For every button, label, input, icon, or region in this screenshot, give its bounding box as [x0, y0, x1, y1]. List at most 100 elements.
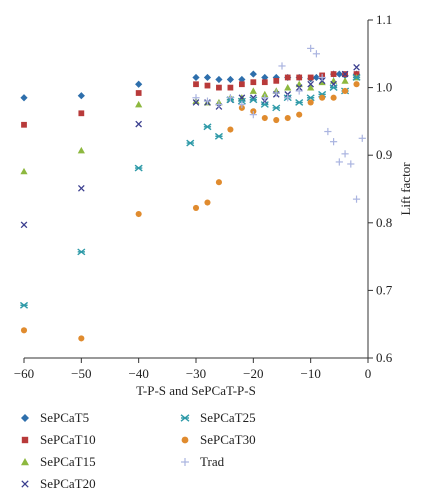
- data-point: [330, 94, 337, 101]
- data-point: [204, 199, 211, 206]
- data-point: [192, 94, 200, 102]
- data-point: [192, 73, 200, 82]
- data-point-stroke: [20, 221, 28, 229]
- data-point: [284, 74, 291, 81]
- data-point: [20, 167, 28, 175]
- data-point: [249, 111, 257, 119]
- x-tick-label: −60: [14, 366, 34, 381]
- series-sepcat15: [20, 73, 361, 175]
- data-point: [352, 74, 361, 81]
- data-point: [135, 80, 143, 88]
- x-tick-label: −10: [300, 366, 320, 381]
- data-point: [295, 99, 304, 106]
- data-point: [227, 84, 234, 91]
- data-point-stroke: [307, 80, 315, 88]
- data-point: [312, 73, 320, 82]
- data-point: [295, 80, 303, 88]
- data-point: [203, 97, 212, 105]
- data-point: [226, 75, 234, 84]
- data-point: [284, 114, 291, 122]
- data-point: [261, 94, 269, 102]
- data-point: [272, 89, 280, 97]
- data-point-stroke: [353, 63, 360, 71]
- x-tick-label: −50: [71, 366, 91, 381]
- data-point: [335, 70, 343, 78]
- data-point: [78, 335, 85, 342]
- data-point: [273, 77, 280, 84]
- x-axis: −60 −50 −40 −30 −20 −10 0: [14, 357, 372, 381]
- data-point: [261, 73, 269, 82]
- data-point: [284, 84, 292, 91]
- data-point: [216, 84, 222, 91]
- data-point: [238, 100, 246, 109]
- data-point: [193, 81, 199, 88]
- data-point: [135, 100, 143, 108]
- data-point: [296, 74, 303, 81]
- x-tick-label: −40: [128, 366, 148, 381]
- data-point: [347, 160, 355, 168]
- data-point: [307, 99, 314, 106]
- data-point: [341, 70, 349, 78]
- data-point: [261, 90, 269, 98]
- y-tick-label: 0.7: [376, 282, 393, 297]
- data-point: [335, 158, 343, 166]
- y-axis: 0.6 0.7 0.8 0.9 1.0 1.1: [367, 12, 393, 365]
- data-point: [204, 82, 211, 89]
- data-point: [352, 195, 361, 203]
- series-sepcat30: [20, 81, 360, 342]
- data-point: [192, 204, 200, 211]
- series-trad: [192, 44, 366, 203]
- data-point: [312, 50, 320, 58]
- data-point: [330, 138, 338, 146]
- data-point: [318, 73, 326, 82]
- data-point: [330, 71, 337, 77]
- data-point: [192, 99, 200, 106]
- data-point-stroke: [341, 70, 349, 78]
- data-point: [186, 139, 195, 147]
- data-point: [77, 146, 85, 154]
- data-point: [19, 301, 29, 309]
- data-point: [203, 123, 212, 131]
- data-point: [341, 77, 349, 84]
- data-point: [341, 150, 349, 158]
- data-point: [353, 81, 360, 88]
- data-point: [135, 90, 142, 96]
- data-point: [77, 248, 86, 256]
- data-point: [353, 63, 360, 71]
- data-point: [215, 75, 223, 84]
- data-point: [307, 80, 315, 88]
- data-point-stroke: [135, 120, 143, 128]
- data-point: [20, 94, 28, 102]
- data-point: [238, 75, 246, 84]
- data-point: [77, 184, 85, 192]
- data-point: [227, 126, 234, 133]
- data-point: [307, 44, 315, 52]
- data-point: [238, 81, 245, 88]
- y-tick-label: 0.6: [376, 350, 393, 365]
- y-tick-label: 1.1: [376, 12, 392, 27]
- data-point: [273, 116, 280, 124]
- data-point: [319, 94, 326, 101]
- data-point: [20, 221, 28, 229]
- series-sepcat25: [19, 74, 361, 309]
- data-point: [272, 104, 281, 112]
- data-point: [135, 210, 142, 218]
- data-point: [249, 96, 258, 104]
- data-point-stroke: [77, 184, 85, 192]
- data-point: [249, 87, 257, 94]
- data-point: [215, 100, 223, 109]
- data-point: [135, 120, 143, 128]
- x-axis-title: T-P-S and SePCaT-P-S: [136, 383, 256, 398]
- data-point: [250, 79, 257, 86]
- data-point: [77, 92, 85, 100]
- x-tick-label: −20: [243, 366, 263, 381]
- data-point: [78, 110, 85, 117]
- x-tick-label: 0: [365, 366, 372, 381]
- data-point: [21, 121, 27, 128]
- data-point: [307, 74, 314, 81]
- data-point: [261, 114, 268, 122]
- data-point: [134, 164, 143, 172]
- data-point-stroke: [192, 99, 200, 106]
- data-point: [260, 101, 269, 108]
